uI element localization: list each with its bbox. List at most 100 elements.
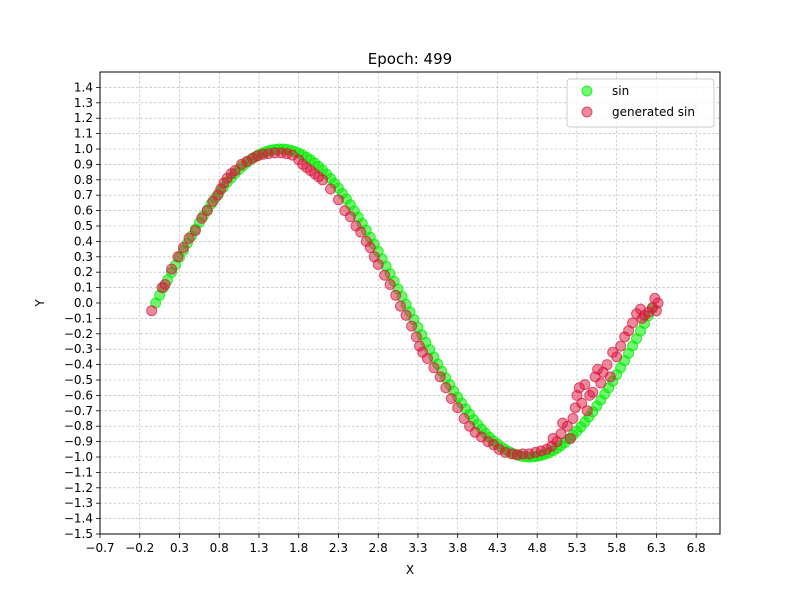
x-tick-label: 1.8 (289, 541, 308, 555)
point-generated-sin (428, 362, 440, 374)
point-generated-sin (355, 226, 367, 238)
point-generated-sin (344, 211, 356, 223)
point-generated-sin (587, 386, 599, 398)
point-generated-sin (581, 405, 593, 417)
point-generated-sin (146, 305, 158, 317)
y-tick-label: −1.5 (64, 527, 93, 541)
point-generated-sin (579, 379, 591, 391)
point-generated-sin (159, 279, 171, 291)
y-tick-label: 0.1 (74, 281, 93, 295)
legend-label-sin: sin (612, 84, 629, 98)
y-tick-label: −1.0 (64, 450, 93, 464)
legend: sin generated sin (566, 78, 715, 128)
x-tick-label: 4.3 (488, 541, 507, 555)
y-tick-label: −1.2 (64, 481, 93, 495)
y-tick-label: −1.3 (64, 496, 93, 510)
point-generated-sin (166, 263, 178, 275)
point-generated-sin (177, 242, 189, 254)
y-tick-label: 0.2 (74, 265, 93, 279)
point-generated-sin (332, 194, 344, 206)
y-tick-label: −0.8 (64, 419, 93, 433)
point-generated-sin (561, 420, 573, 432)
y-tick-label: 0.3 (74, 250, 93, 264)
y-tick-label: 0.0 (74, 296, 93, 310)
series-generated-sin (146, 147, 664, 461)
point-generated-sin (440, 382, 452, 394)
point-generated-sin (452, 402, 464, 414)
point-generated-sin (615, 340, 627, 352)
point-generated-sin (421, 352, 433, 364)
x-tick-label: 0.8 (210, 541, 229, 555)
point-generated-sin (317, 174, 329, 186)
x-tick-label: 2.3 (329, 541, 348, 555)
x-tick-label: 6.8 (687, 541, 706, 555)
y-tick-label: −0.5 (64, 373, 93, 387)
x-tick-label: 1.3 (249, 541, 268, 555)
point-generated-sin (406, 320, 418, 332)
legend-box (566, 78, 715, 128)
data-points (146, 143, 664, 463)
y-tick-label: −0.4 (64, 358, 93, 372)
x-tick-label: 5.3 (567, 541, 586, 555)
y-tick-label: −1.4 (64, 512, 93, 526)
point-generated-sin (379, 269, 391, 281)
x-tick-label: −0.2 (125, 541, 154, 555)
y-tick-label: −0.7 (64, 404, 93, 418)
y-tick-label: −0.3 (64, 342, 93, 356)
point-generated-sin (601, 359, 613, 371)
point-generated-sin (364, 242, 376, 254)
y-tick-label: −0.9 (64, 435, 93, 449)
x-tick-label: 3.8 (448, 541, 467, 555)
point-generated-sin (652, 297, 664, 309)
point-generated-sin (196, 212, 208, 224)
point-generated-sin (434, 371, 446, 383)
y-tick-label: 0.8 (74, 173, 93, 187)
point-generated-sin (384, 279, 396, 291)
y-tick-label: 0.6 (74, 204, 93, 218)
x-tick-label: 0.3 (170, 541, 189, 555)
y-tick-label: −0.2 (64, 327, 93, 341)
y-tick-label: −1.1 (64, 465, 93, 479)
point-generated-sin (183, 232, 195, 244)
y-tick-label: −0.6 (64, 388, 93, 402)
point-generated-sin (567, 413, 579, 424)
legend-label-generated-sin: generated sin (612, 105, 695, 119)
y-tick-label: 0.9 (74, 157, 93, 171)
legend-marker-generated-sin (581, 106, 593, 118)
point-generated-sin (611, 351, 623, 363)
y-tick-label: 1.0 (74, 142, 93, 156)
point-generated-sin (576, 397, 588, 409)
point-generated-sin (325, 183, 337, 195)
y-tick-label: 1.2 (74, 111, 93, 125)
point-generated-sin (394, 300, 406, 312)
x-tick-label: 3.3 (408, 541, 427, 555)
point-generated-sin (201, 205, 213, 217)
point-generated-sin (604, 371, 616, 383)
legend-marker-sin (581, 85, 593, 97)
y-tick-label: 0.4 (74, 234, 93, 248)
y-axis-label: Y (33, 299, 47, 308)
point-generated-sin (595, 377, 607, 389)
point-generated-sin (400, 309, 412, 321)
x-tick-label: 5.8 (607, 541, 626, 555)
point-generated-sin (627, 317, 639, 329)
x-tick-label: −0.7 (85, 541, 114, 555)
y-tick-label: −0.1 (64, 311, 93, 325)
point-generated-sin (445, 392, 457, 404)
point-generated-sin (372, 259, 384, 270)
point-generated-sin (555, 428, 567, 440)
point-generated-sin (458, 413, 470, 424)
x-tick-label: 4.8 (528, 541, 547, 555)
y-tick-label: 0.7 (74, 188, 93, 202)
point-generated-sin (189, 225, 201, 237)
x-axis-label: X (406, 563, 414, 577)
y-tick-label: 0.5 (74, 219, 93, 233)
ticks: −0.7 −0.2 0.3 0.8 1.3 1.8 2.3 2.8 3.3 3.8 4.3 4.8 5.… (64, 80, 706, 555)
y-tick-label: 1.1 (74, 127, 93, 141)
point-generated-sin (390, 289, 402, 301)
point-generated-sin (565, 433, 577, 445)
point-generated-sin (410, 331, 422, 343)
y-tick-label: 1.3 (74, 96, 93, 110)
y-tick-label: 1.4 (74, 80, 93, 94)
